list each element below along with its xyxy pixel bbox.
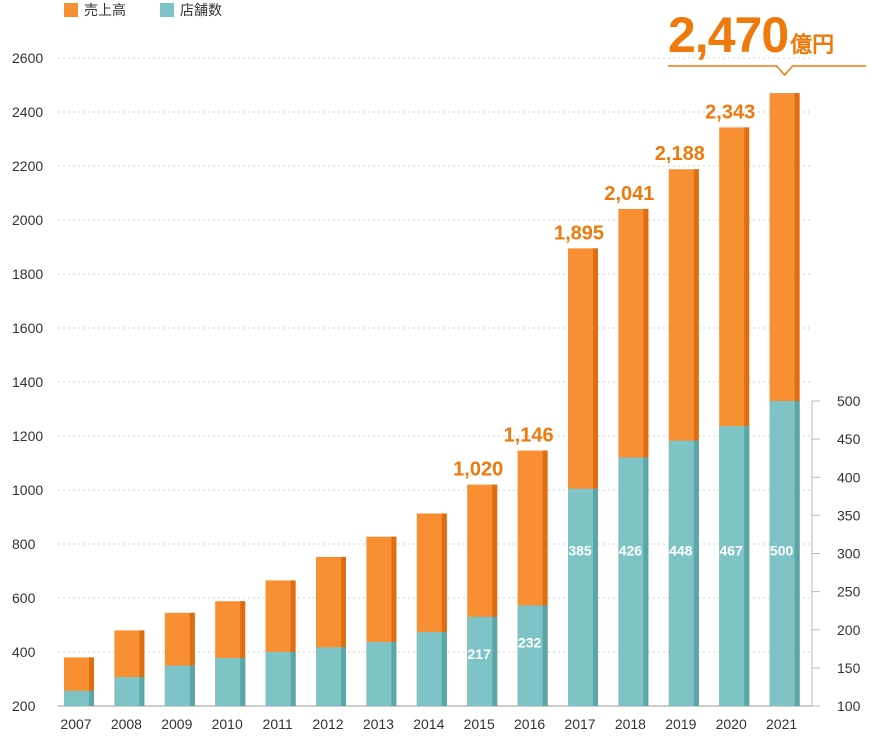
stores-bar-shade [341,647,346,706]
sales-bar-shade [89,657,94,706]
sales-bar-shade [341,556,346,706]
sales-value-label: 2,188 [655,143,705,165]
legend: 売上高 店舗数 [64,0,222,20]
right-y-axis: 500 450 400 350 300 250 200 150 100 [811,393,861,714]
left-tick-label: 2400 [12,104,43,120]
right-tick-label: 250 [837,584,861,600]
stores-bar-shade [240,657,246,706]
left-tick-label: 400 [12,644,36,660]
right-tick-label: 100 [837,698,861,714]
callout-value: 2,470 [668,7,789,63]
stores-bar-shade [189,665,195,706]
left-tick-label: 1200 [12,428,43,444]
right-tick-label: 500 [837,393,861,409]
x-tick-label: 2011 [263,716,293,732]
right-tick-label: 200 [837,622,861,638]
sales-value-label: 1,146 [504,425,554,447]
stores-bar-shade [593,488,598,706]
x-tick-label: 2014 [413,716,444,732]
stores-value-label: 448 [669,543,693,559]
left-y-axis: 2600 2400 2200 2000 1800 1600 1400 1200 1000 800 6… [12,50,43,714]
sales-value-label: 2,343 [705,101,755,123]
stores-value-label: 385 [568,543,592,559]
left-tick-label: 1800 [12,266,43,282]
stores-value-label: 426 [619,543,643,559]
stores-bar-shade [391,641,397,706]
legend-swatch-stores [160,3,174,17]
stores-bar-shade [89,690,94,706]
stores-value-label: 232 [518,634,542,650]
left-tick-label: 800 [12,536,36,552]
stores-bar-shade [441,632,447,706]
sales-bar-shade [794,93,800,707]
x-tick-label: 2017 [564,716,595,732]
callout-unit: 億円 [790,32,835,57]
x-tick-label: 2012 [312,716,343,732]
sales-bar-shade [189,612,195,706]
stores-bar-shade [794,401,800,706]
x-tick-label: 2020 [716,716,747,732]
stores-value-label: 217 [468,646,492,662]
sales-bar-shade [492,484,498,706]
legend-label-stores: 店舗数 [180,2,222,18]
right-tick-label: 450 [837,431,861,447]
stores-value-label: 467 [720,543,744,559]
stores-bar-shade [290,651,296,706]
x-tick-label: 2009 [161,716,192,732]
stores-bar-shade [744,426,750,706]
legend-item-sales: 売上高 [64,0,126,20]
left-tick-label: 1400 [12,374,43,390]
sales-bar-shade [542,450,548,706]
x-tick-label: 2016 [514,716,545,732]
right-tick-label: 400 [837,469,861,485]
sales-bar-shade [290,580,296,706]
sales-value-label: 2,041 [604,183,654,205]
callout-pointer [668,65,866,77]
sales-value-label: 1,895 [554,222,604,244]
stores-bar-shade [693,440,699,706]
sales-value-label: 1,020 [453,459,503,481]
stores-bar-shade [139,677,145,706]
total-sales-callout: 2,470億円 [668,6,834,64]
left-tick-label: 1000 [12,482,43,498]
legend-item-stores: 店舗数 [160,0,222,20]
left-tick-label: 2200 [12,158,43,174]
legend-swatch-sales [64,3,78,17]
stores-bar-shade [542,605,548,706]
x-tick-label: 2021 [766,716,797,732]
callout-pointer-line [668,65,866,77]
sales-bar-shade [391,536,397,706]
stores-bar-shade [643,457,649,706]
x-tick-label: 2007 [60,716,91,732]
left-tick-label: 200 [12,698,36,714]
legend-label-sales: 売上高 [84,2,126,18]
sales-bar-shade [441,513,447,706]
x-tick-label: 2008 [111,716,142,732]
x-axis: 2007 2008 2009 2010 2011 2012 2013 2014 2015 2016… [60,716,797,732]
right-tick-label: 150 [837,660,861,676]
stores-bar-shade [492,616,498,706]
right-tick-label: 350 [837,507,861,523]
sales-bar-shade [693,169,699,707]
x-tick-label: 2010 [212,716,243,732]
sales-bar-shade [593,248,598,706]
sales-bar-shade [139,630,145,706]
x-tick-label: 2019 [665,716,696,732]
x-tick-label: 2018 [615,716,646,732]
stores-bar [64,690,94,706]
bars-layer: 1,020 217 1,146 232 1,895 385 2,041 426 2,188 448… [64,93,800,707]
left-tick-label: 1600 [12,320,43,336]
right-tick-label: 300 [837,546,861,562]
left-tick-label: 2600 [12,50,43,66]
sales-bar-shade [240,601,246,706]
stores-value-label: 500 [770,543,794,559]
left-tick-label: 2000 [12,212,43,228]
left-tick-label: 600 [12,590,36,606]
x-tick-label: 2013 [363,716,394,732]
sales-bar-shade [744,127,750,706]
x-tick-label: 2015 [464,716,495,732]
